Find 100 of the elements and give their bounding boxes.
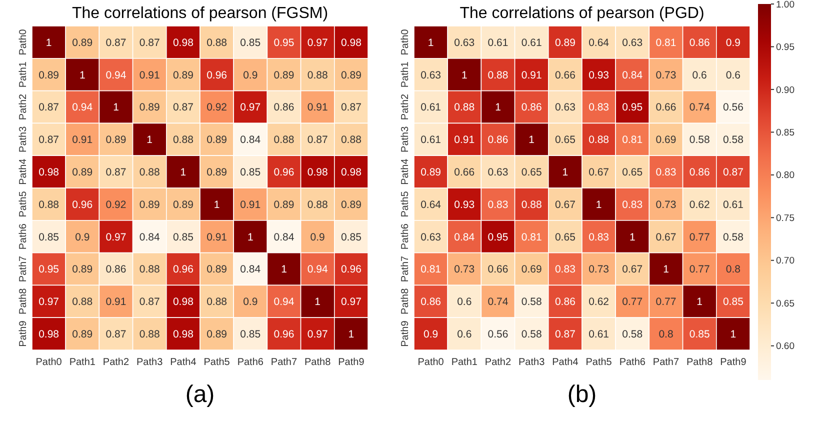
data-label: 0.83 — [488, 198, 508, 211]
data-label: 0.86 — [420, 296, 442, 308]
data-label: 0.85 — [240, 166, 261, 178]
data-label: 0.88 — [139, 166, 160, 178]
data-label: 0.89 — [206, 264, 228, 276]
data-label: 0.74 — [488, 296, 508, 308]
data-label: 0.89 — [340, 198, 362, 211]
data-label: 0.91 — [139, 69, 160, 82]
color-bar-label: 0.65 — [776, 298, 794, 310]
data-label: 0.74 — [689, 102, 710, 114]
data-label: 0.89 — [206, 328, 228, 340]
data-label: 0.84 — [454, 231, 475, 244]
data-label: 0.61 — [420, 134, 442, 146]
data-label: 0.9 — [310, 231, 326, 244]
data-label: 0.63 — [420, 69, 442, 82]
data-label: 0.94 — [274, 296, 294, 308]
data-label: 0.6 — [457, 328, 472, 340]
y-tick-label: Path9 — [18, 320, 29, 347]
data-label: 0.89 — [72, 36, 93, 49]
data-label: 0.91 — [72, 134, 93, 146]
data-label: 0.86 — [689, 166, 710, 178]
data-label: 0.81 — [622, 134, 643, 146]
data-label: 0.6 — [726, 69, 741, 82]
y-tick-label: Path8 — [18, 288, 29, 314]
data-label: 0.88 — [588, 134, 610, 146]
data-label: 0.56 — [488, 328, 508, 340]
data-label: 0.93 — [454, 198, 475, 211]
data-label: 0.77 — [656, 296, 676, 308]
y-tick-label: Path7 — [400, 256, 411, 282]
data-label: 0.9 — [243, 69, 258, 82]
x-tick-label: Path0 — [36, 357, 62, 368]
data-label: 0.63 — [554, 102, 576, 114]
data-label: 0.96 — [340, 264, 362, 276]
data-label: 0.87 — [38, 134, 60, 146]
x-tick-label: Path6 — [619, 357, 646, 368]
data-label: 0.83 — [588, 102, 610, 114]
data-label: 0.89 — [340, 69, 362, 82]
data-label: 0.94 — [72, 102, 93, 114]
data-label: 1 — [696, 296, 703, 308]
data-label: 0.85 — [240, 36, 261, 49]
data-label: 1 — [348, 328, 354, 340]
data-label: 0.91 — [240, 198, 261, 211]
data-label: 0.81 — [420, 264, 442, 276]
data-label: 0.91 — [454, 134, 475, 146]
x-tick-label: Path8 — [686, 357, 714, 368]
data-label: 0.88 — [206, 36, 228, 49]
data-label: 0.66 — [488, 264, 508, 276]
data-label: 0.87 — [38, 102, 60, 114]
data-label: 0.87 — [106, 328, 126, 340]
data-label: 0.86 — [488, 134, 508, 146]
data-label: 0.87 — [722, 166, 744, 178]
y-tick-label: Path3 — [400, 126, 411, 152]
data-label: 0.89 — [72, 264, 93, 276]
data-label: 0.73 — [454, 264, 475, 276]
x-tick-label: Path7 — [270, 357, 298, 368]
data-label: 1 — [314, 296, 321, 308]
data-label: 0.65 — [622, 166, 643, 178]
data-label: 0.85 — [340, 231, 362, 244]
data-label: 0.88 — [454, 102, 475, 114]
data-label: 0.88 — [172, 134, 194, 146]
data-label: 0.89 — [139, 198, 160, 211]
y-tick-label: Path1 — [400, 61, 411, 88]
y-tick-label: Path0 — [400, 28, 411, 56]
data-label: 0.86 — [274, 102, 294, 114]
data-label: 0.64 — [420, 198, 442, 211]
x-tick-label: Path9 — [338, 357, 365, 368]
data-label: 0.84 — [622, 69, 643, 82]
data-label: 1 — [113, 102, 120, 114]
data-label: 0.6 — [457, 296, 472, 308]
x-tick-label: Path6 — [237, 357, 264, 368]
data-label: 0.58 — [521, 328, 542, 340]
data-label: 0.89 — [554, 36, 576, 49]
data-label: 0.8 — [726, 264, 741, 276]
data-label: 1 — [461, 69, 468, 82]
data-label: 0.65 — [521, 166, 542, 178]
color-bar-label: 0.70 — [776, 256, 794, 267]
data-label: 0.88 — [340, 134, 362, 146]
data-label: 0.91 — [521, 69, 542, 82]
y-tick-label: Path2 — [400, 94, 411, 120]
data-label: 0.84 — [240, 264, 261, 276]
data-label: 1 — [730, 328, 736, 340]
data-label: 0.63 — [488, 166, 508, 178]
data-label: 0.96 — [274, 166, 294, 178]
data-label: 0.95 — [38, 264, 60, 276]
y-tick-label: Path5 — [18, 190, 29, 218]
data-label: 0.92 — [106, 198, 126, 211]
data-label: 0.95 — [488, 231, 508, 244]
data-label: 0.83 — [554, 264, 576, 276]
data-label: 0.88 — [72, 296, 93, 308]
data-label: 0.97 — [340, 296, 362, 308]
text: (a) — [185, 381, 215, 408]
y-tick-label: Path5 — [400, 190, 411, 218]
data-label: 0.83 — [656, 166, 676, 178]
color-bar-label: 0.75 — [776, 212, 794, 224]
data-label: 0.88 — [139, 264, 160, 276]
data-label: 0.63 — [420, 231, 442, 244]
y-tick-label: Path4 — [400, 158, 411, 185]
data-label: 0.96 — [274, 328, 294, 340]
data-label: 0.97 — [240, 102, 261, 114]
x-tick-label: Path1 — [69, 357, 96, 368]
